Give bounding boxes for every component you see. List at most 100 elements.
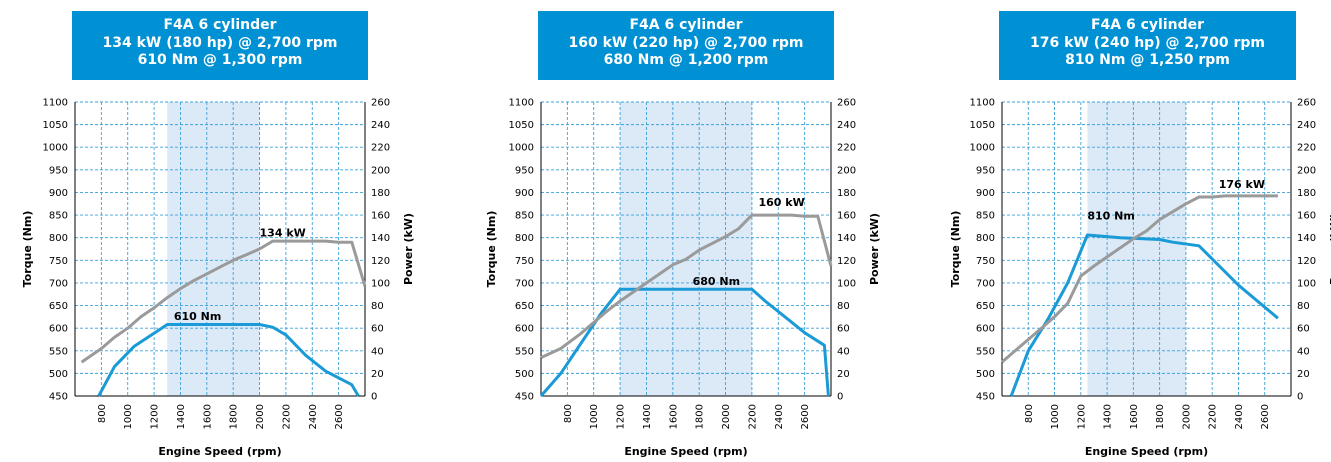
data-label: 160 kW [759, 196, 805, 209]
y-tick-label: 700 [976, 278, 995, 289]
y2-axis-label: Power (kW) [1328, 213, 1331, 285]
y-tick-label: 900 [976, 188, 995, 199]
x-tick-label: 1400 [1103, 404, 1114, 429]
data-label: 680 Nm [693, 275, 740, 288]
chart-title-line-1: F4A 6 cylinder [1090, 17, 1205, 33]
y2-tick-label: 20 [371, 369, 384, 380]
y2-tick-label: 80 [837, 301, 850, 312]
x-tick-label: 1200 [616, 404, 627, 429]
y-axis-label: Torque (Nm) [949, 211, 962, 288]
y2-tick-label: 0 [371, 392, 377, 403]
y2-tick-label: 240 [1297, 120, 1316, 131]
y2-tick-label: 160 [371, 211, 390, 222]
y2-axis-label: Power (kW) [868, 213, 881, 285]
peak-torque-band [1087, 102, 1186, 396]
y-tick-label: 500 [49, 369, 68, 380]
y-tick-label: 800 [49, 233, 68, 244]
chart-panel-2: F4A 6 cylinder 160 kW (220 hp) @ 2,700 r… [464, 0, 894, 462]
data-label: 176 kW [1219, 178, 1265, 191]
y2-tick-label: 100 [837, 278, 856, 289]
x-tick-label: 1600 [668, 404, 679, 429]
y-tick-label: 600 [49, 324, 68, 335]
data-label: 810 Nm [1087, 210, 1134, 223]
y2-tick-label: 120 [371, 256, 390, 267]
x-tick-label: 1800 [229, 404, 240, 429]
y2-tick-label: 20 [1297, 369, 1310, 380]
y2-tick-label: 60 [837, 324, 850, 335]
y2-tick-label: 220 [1297, 143, 1316, 154]
y2-tick-label: 140 [1297, 233, 1316, 244]
y-tick-label: 1000 [970, 143, 995, 154]
y-tick-label: 550 [976, 346, 995, 357]
y2-tick-label: 160 [1297, 211, 1316, 222]
y2-tick-label: 140 [837, 233, 856, 244]
x-tick-label: 2000 [1181, 404, 1192, 429]
y-tick-label: 650 [515, 301, 534, 312]
chart-title-box: F4A 6 cylinder 160 kW (220 hp) @ 2,700 r… [538, 11, 834, 80]
y-tick-label: 700 [515, 278, 534, 289]
chart-title-line-3: 810 Nm @ 1,250 rpm [1065, 52, 1230, 68]
y-tick-label: 850 [515, 211, 534, 222]
y2-tick-label: 180 [371, 188, 390, 199]
y-tick-label: 500 [515, 369, 534, 380]
peak-torque-band [167, 102, 260, 396]
y-tick-label: 600 [976, 324, 995, 335]
x-tick-label: 800 [97, 404, 108, 423]
y-tick-label: 800 [515, 233, 534, 244]
chart-title-line-2: 176 kW (240 hp) @ 2,700 rpm [1029, 34, 1266, 51]
y-tick-label: 600 [515, 324, 534, 335]
y-tick-label: 950 [976, 165, 995, 176]
x-tick-label: 2000 [255, 404, 266, 429]
y-tick-label: 900 [49, 188, 68, 199]
x-tick-label: 1800 [1155, 404, 1166, 429]
chart-panel-3: F4A 6 cylinder 176 kW (240 hp) @ 2,700 r… [928, 0, 1331, 462]
y-tick-label: 850 [49, 211, 68, 222]
x-axis-label: Engine Speed (rpm) [158, 445, 281, 458]
y-tick-label: 1100 [43, 98, 68, 109]
y-tick-label: 1050 [509, 120, 534, 131]
x-tick-label: 1000 [1050, 404, 1061, 429]
x-tick-label: 2600 [1260, 404, 1271, 429]
x-tick-label: 2600 [334, 404, 345, 429]
x-tick-label: 800 [563, 404, 574, 423]
x-tick-label: 1600 [202, 404, 213, 429]
y-tick-label: 950 [515, 165, 534, 176]
y-tick-label: 500 [976, 369, 995, 380]
data-label: 610 Nm [174, 310, 221, 323]
y-tick-label: 450 [976, 392, 995, 403]
y2-tick-label: 0 [837, 392, 843, 403]
series-line-torque [539, 287, 830, 397]
x-axis-label: Engine Speed (rpm) [1085, 445, 1208, 458]
series-line-torque [97, 323, 360, 397]
y-tick-label: 450 [49, 392, 68, 403]
y-tick-label: 1100 [509, 98, 534, 109]
y2-tick-label: 40 [837, 346, 850, 357]
x-tick-label: 2400 [774, 404, 785, 429]
x-tick-label: 2600 [800, 404, 811, 429]
chart-panel-1: F4A 6 cylinder 134 kW (180 hp) @ 2,700 r… [0, 0, 430, 462]
y-axis-label: Torque (Nm) [21, 211, 34, 288]
y2-tick-label: 80 [371, 301, 384, 312]
y2-tick-label: 160 [837, 211, 856, 222]
y-tick-label: 750 [515, 256, 534, 267]
x-tick-label: 1000 [123, 404, 134, 429]
chart-title-line-2: 134 kW (180 hp) @ 2,700 rpm [102, 34, 338, 51]
y2-tick-label: 120 [1297, 256, 1316, 267]
x-tick-label: 1800 [695, 404, 706, 429]
chart-title-line-3: 680 Nm @ 1,200 rpm [603, 52, 769, 68]
y-tick-label: 1050 [43, 120, 68, 131]
y-tick-label: 850 [976, 211, 995, 222]
chart-svg: 4505005506006507007508008509009501000105… [949, 98, 1331, 459]
chart-title-box: F4A 6 cylinder 134 kW (180 hp) @ 2,700 r… [72, 11, 368, 80]
y-tick-label: 1100 [970, 98, 995, 109]
y2-tick-label: 100 [371, 278, 390, 289]
y2-tick-label: 240 [837, 120, 856, 131]
y2-tick-label: 240 [371, 120, 390, 131]
y-tick-label: 1000 [43, 143, 68, 154]
y-tick-label: 550 [515, 346, 534, 357]
x-tick-label: 2400 [1234, 404, 1245, 429]
y2-tick-label: 180 [837, 188, 856, 199]
chart-title-line-3: 610 Nm @ 1,300 rpm [137, 52, 303, 68]
y2-tick-label: 140 [371, 233, 390, 244]
x-tick-label: 1400 [642, 404, 653, 429]
